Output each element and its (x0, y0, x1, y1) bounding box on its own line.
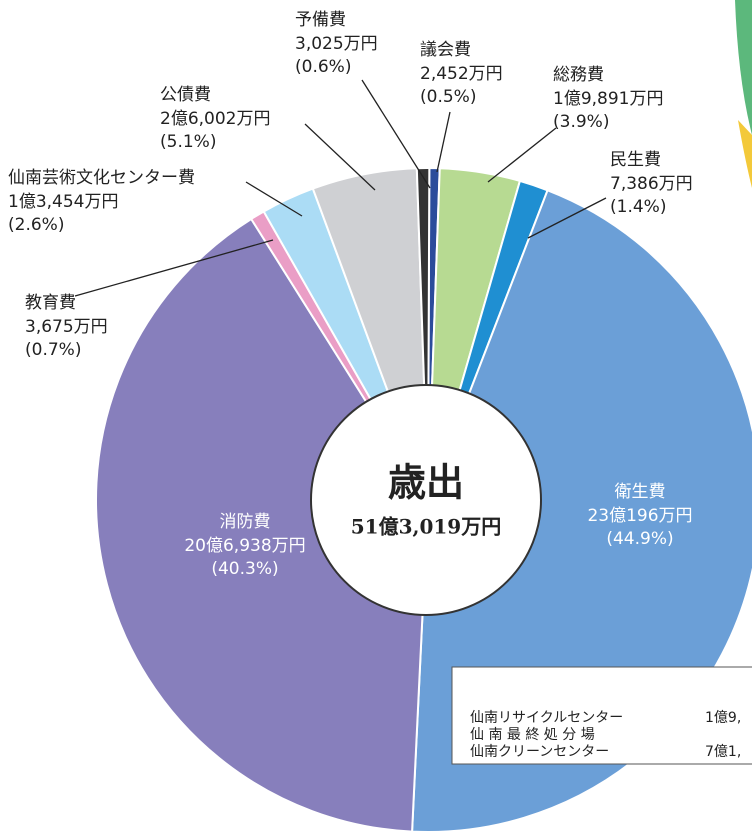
slice-percent: (1.4%) (610, 197, 666, 217)
slice-percent: (2.6%) (8, 215, 64, 235)
slice-percent: (0.7%) (25, 340, 81, 360)
slice-name: 公債費 (160, 85, 211, 105)
center-circle (310, 384, 542, 616)
slice-name: 教育費 (25, 293, 76, 313)
leader-line (74, 239, 274, 297)
other-chart-fragment (735, 0, 752, 135)
slice-amount: 3,675万円 (25, 317, 108, 337)
slice-amount: 1億3,454万円 (8, 192, 118, 212)
leader-line (304, 123, 376, 191)
slice-percent: (5.1%) (160, 132, 216, 152)
slice-name: 衛生費 (615, 482, 666, 502)
slice-amount: 3,025万円 (295, 34, 378, 54)
slice-amount: 20億6,938万円 (184, 536, 305, 556)
slice-name: 議会費 (420, 40, 471, 60)
slice-percent: (44.9%) (606, 529, 673, 549)
slice-percent: (3.9%) (553, 112, 609, 132)
leader-line (245, 181, 303, 217)
center-title: 歳出 (388, 460, 464, 505)
slice-amount: 23億196万円 (587, 506, 692, 526)
slice-percent: (0.5%) (420, 87, 476, 107)
note-value: 7億1, (705, 744, 741, 760)
leader-line (436, 111, 451, 173)
slice-amount: 2,452万円 (420, 64, 503, 84)
leader-line (487, 127, 557, 183)
slice-amount: 2億6,002万円 (160, 109, 270, 129)
slice-percent: (0.6%) (295, 57, 351, 77)
slice-name: 仙南芸術文化センター費 (8, 168, 195, 188)
note-label: 仙南クリーンセンター (470, 744, 609, 760)
note-value: 1億9, (705, 710, 741, 726)
other-chart-fragment (738, 120, 752, 188)
note-label: 仙 南 最 終 処 分 場 (470, 727, 595, 743)
center-total: 51億3,019万円 (351, 515, 501, 539)
slice-name: 民生費 (610, 150, 661, 170)
note-box (451, 666, 752, 765)
slice-amount: 1億9,891万円 (553, 89, 663, 109)
slice-name: 予備費 (295, 10, 346, 30)
slice-percent: (40.3%) (211, 559, 278, 579)
leader-line (361, 79, 431, 189)
slice-name: 消防費 (220, 512, 271, 532)
note-label: 仙南リサイクルセンター (470, 710, 623, 726)
slice-amount: 7,386万円 (610, 174, 693, 194)
slice-name: 総務費 (553, 65, 604, 85)
leader-line (527, 197, 607, 239)
pie-slice (95, 217, 430, 833)
